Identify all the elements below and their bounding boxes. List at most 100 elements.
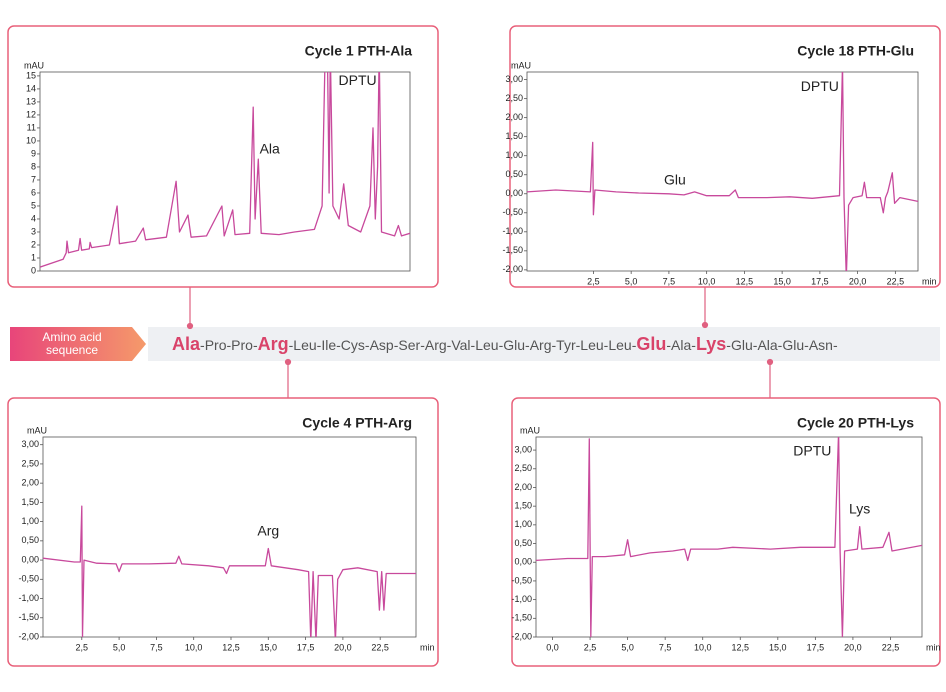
residue: Ala <box>671 337 691 353</box>
x-tick-label: 22,5 <box>371 642 389 652</box>
x-tick-label: 17,5 <box>811 276 829 286</box>
connector-dot <box>186 322 194 330</box>
x-tick-label: 10,0 <box>185 642 203 652</box>
separator: - <box>365 337 370 353</box>
residue: Glu <box>503 337 525 353</box>
y-tick-label: -0,50 <box>18 574 39 584</box>
residue: Asn <box>809 337 833 353</box>
separator: - <box>632 337 637 353</box>
y-tick-label: -2,00 <box>502 264 523 274</box>
residue: Ala <box>172 334 201 354</box>
residue: Val <box>451 337 470 353</box>
separator: - <box>499 337 504 353</box>
x-tick-label: 17,5 <box>807 642 825 652</box>
separator: - <box>576 337 581 353</box>
residue: Pro <box>231 337 253 353</box>
panel-frame <box>509 25 941 288</box>
y-tick-label: 2,00 <box>21 478 39 488</box>
x-tick-label: 5,0 <box>113 642 126 652</box>
x-tick-label: 12,5 <box>222 642 240 652</box>
y-tick-label: 15 <box>26 70 36 80</box>
residue: Leu <box>608 337 631 353</box>
separator: - <box>552 337 557 353</box>
y-tick-label: 2,50 <box>21 458 39 468</box>
y-tick-label: 0,50 <box>505 169 523 179</box>
y-tick-label: 0 <box>31 265 36 275</box>
trace <box>40 72 410 268</box>
residue: Arg <box>258 334 289 354</box>
separator: - <box>447 337 452 353</box>
separator: - <box>691 337 696 353</box>
y-tick-label: -1,50 <box>18 612 39 622</box>
x-tick-label: 20,0 <box>844 642 862 652</box>
residue: Leu <box>475 337 498 353</box>
y-tick-label: 3,00 <box>514 444 532 454</box>
chart-title: Cycle 18 PTH-Glu <box>797 43 914 59</box>
x-tick-label: 5,0 <box>625 276 638 286</box>
separator: - <box>525 337 530 353</box>
sequence: Ala-Pro-Pro-Arg-Leu-Ile-Cys-Asp-Ser-Arg-… <box>172 334 838 354</box>
separator: - <box>394 337 399 353</box>
y-axis-label: mAU <box>24 60 44 70</box>
separator: - <box>226 337 231 353</box>
y-axis-label: mAU <box>520 425 540 435</box>
y-tick-label: 3,00 <box>21 439 39 449</box>
y-tick-label: 3 <box>31 226 36 236</box>
peak-label: Ala <box>260 141 280 157</box>
y-tick-label: 2,50 <box>505 93 523 103</box>
residue: Leu <box>580 337 603 353</box>
x-tick-label: 17,5 <box>297 642 315 652</box>
separator: - <box>336 337 341 353</box>
y-tick-label: 1,00 <box>21 516 39 526</box>
y-tick-label: 3,00 <box>505 74 523 84</box>
separator: - <box>604 337 609 353</box>
residue: Ala <box>757 337 777 353</box>
x-axis-label: min <box>420 642 435 652</box>
residue: Pro <box>205 337 227 353</box>
separator: - <box>726 337 731 353</box>
y-tick-label: -2,00 <box>18 631 39 641</box>
y-tick-label: 1,50 <box>505 131 523 141</box>
residue: Tyr <box>556 337 576 353</box>
plot-frame <box>526 71 919 272</box>
residue: Lys <box>696 334 726 354</box>
x-tick-label: 12,5 <box>736 276 754 286</box>
x-tick-label: 2,5 <box>587 276 600 286</box>
separator: - <box>804 337 809 353</box>
x-tick-label: 20,0 <box>334 642 352 652</box>
x-tick-label: 20,0 <box>849 276 867 286</box>
connector-dot <box>284 358 292 366</box>
residue: Ile <box>321 337 336 353</box>
x-tick-label: 7,5 <box>663 276 676 286</box>
x-tick-label: 15,0 <box>769 642 787 652</box>
x-tick-label: 5,0 <box>621 642 634 652</box>
x-tick-label: 15,0 <box>260 642 278 652</box>
separator: - <box>317 337 322 353</box>
plot-frame <box>535 436 923 638</box>
x-tick-label: 7,5 <box>150 642 163 652</box>
residue: Arg <box>425 337 447 353</box>
panel: Cycle 1 PTH-AlamAU0123456789101112131415… <box>7 25 439 288</box>
y-axis-label: mAU <box>511 60 531 70</box>
y-tick-label: 5 <box>31 200 36 210</box>
chart-title: Cycle 1 PTH-Ala <box>305 43 413 59</box>
separator: - <box>289 337 294 353</box>
y-tick-label: 9 <box>31 148 36 158</box>
y-tick-label: -2,00 <box>511 631 532 641</box>
connector-dot <box>701 321 709 329</box>
x-tick-label: 22,5 <box>882 642 900 652</box>
residue: Glu <box>731 337 753 353</box>
chart-title: Cycle 4 PTH-Arg <box>302 415 412 431</box>
plot-frame <box>39 71 411 272</box>
peak-label: Glu <box>664 172 686 188</box>
y-tick-label: 0,00 <box>505 188 523 198</box>
y-tick-label: -0,50 <box>511 575 532 585</box>
residue: Asp <box>370 337 394 353</box>
separator: - <box>420 337 425 353</box>
sequence-label-box <box>10 327 146 361</box>
y-tick-label: 0,00 <box>514 557 532 567</box>
x-tick-label: 7,5 <box>659 642 672 652</box>
x-tick-label: 10,0 <box>694 642 712 652</box>
